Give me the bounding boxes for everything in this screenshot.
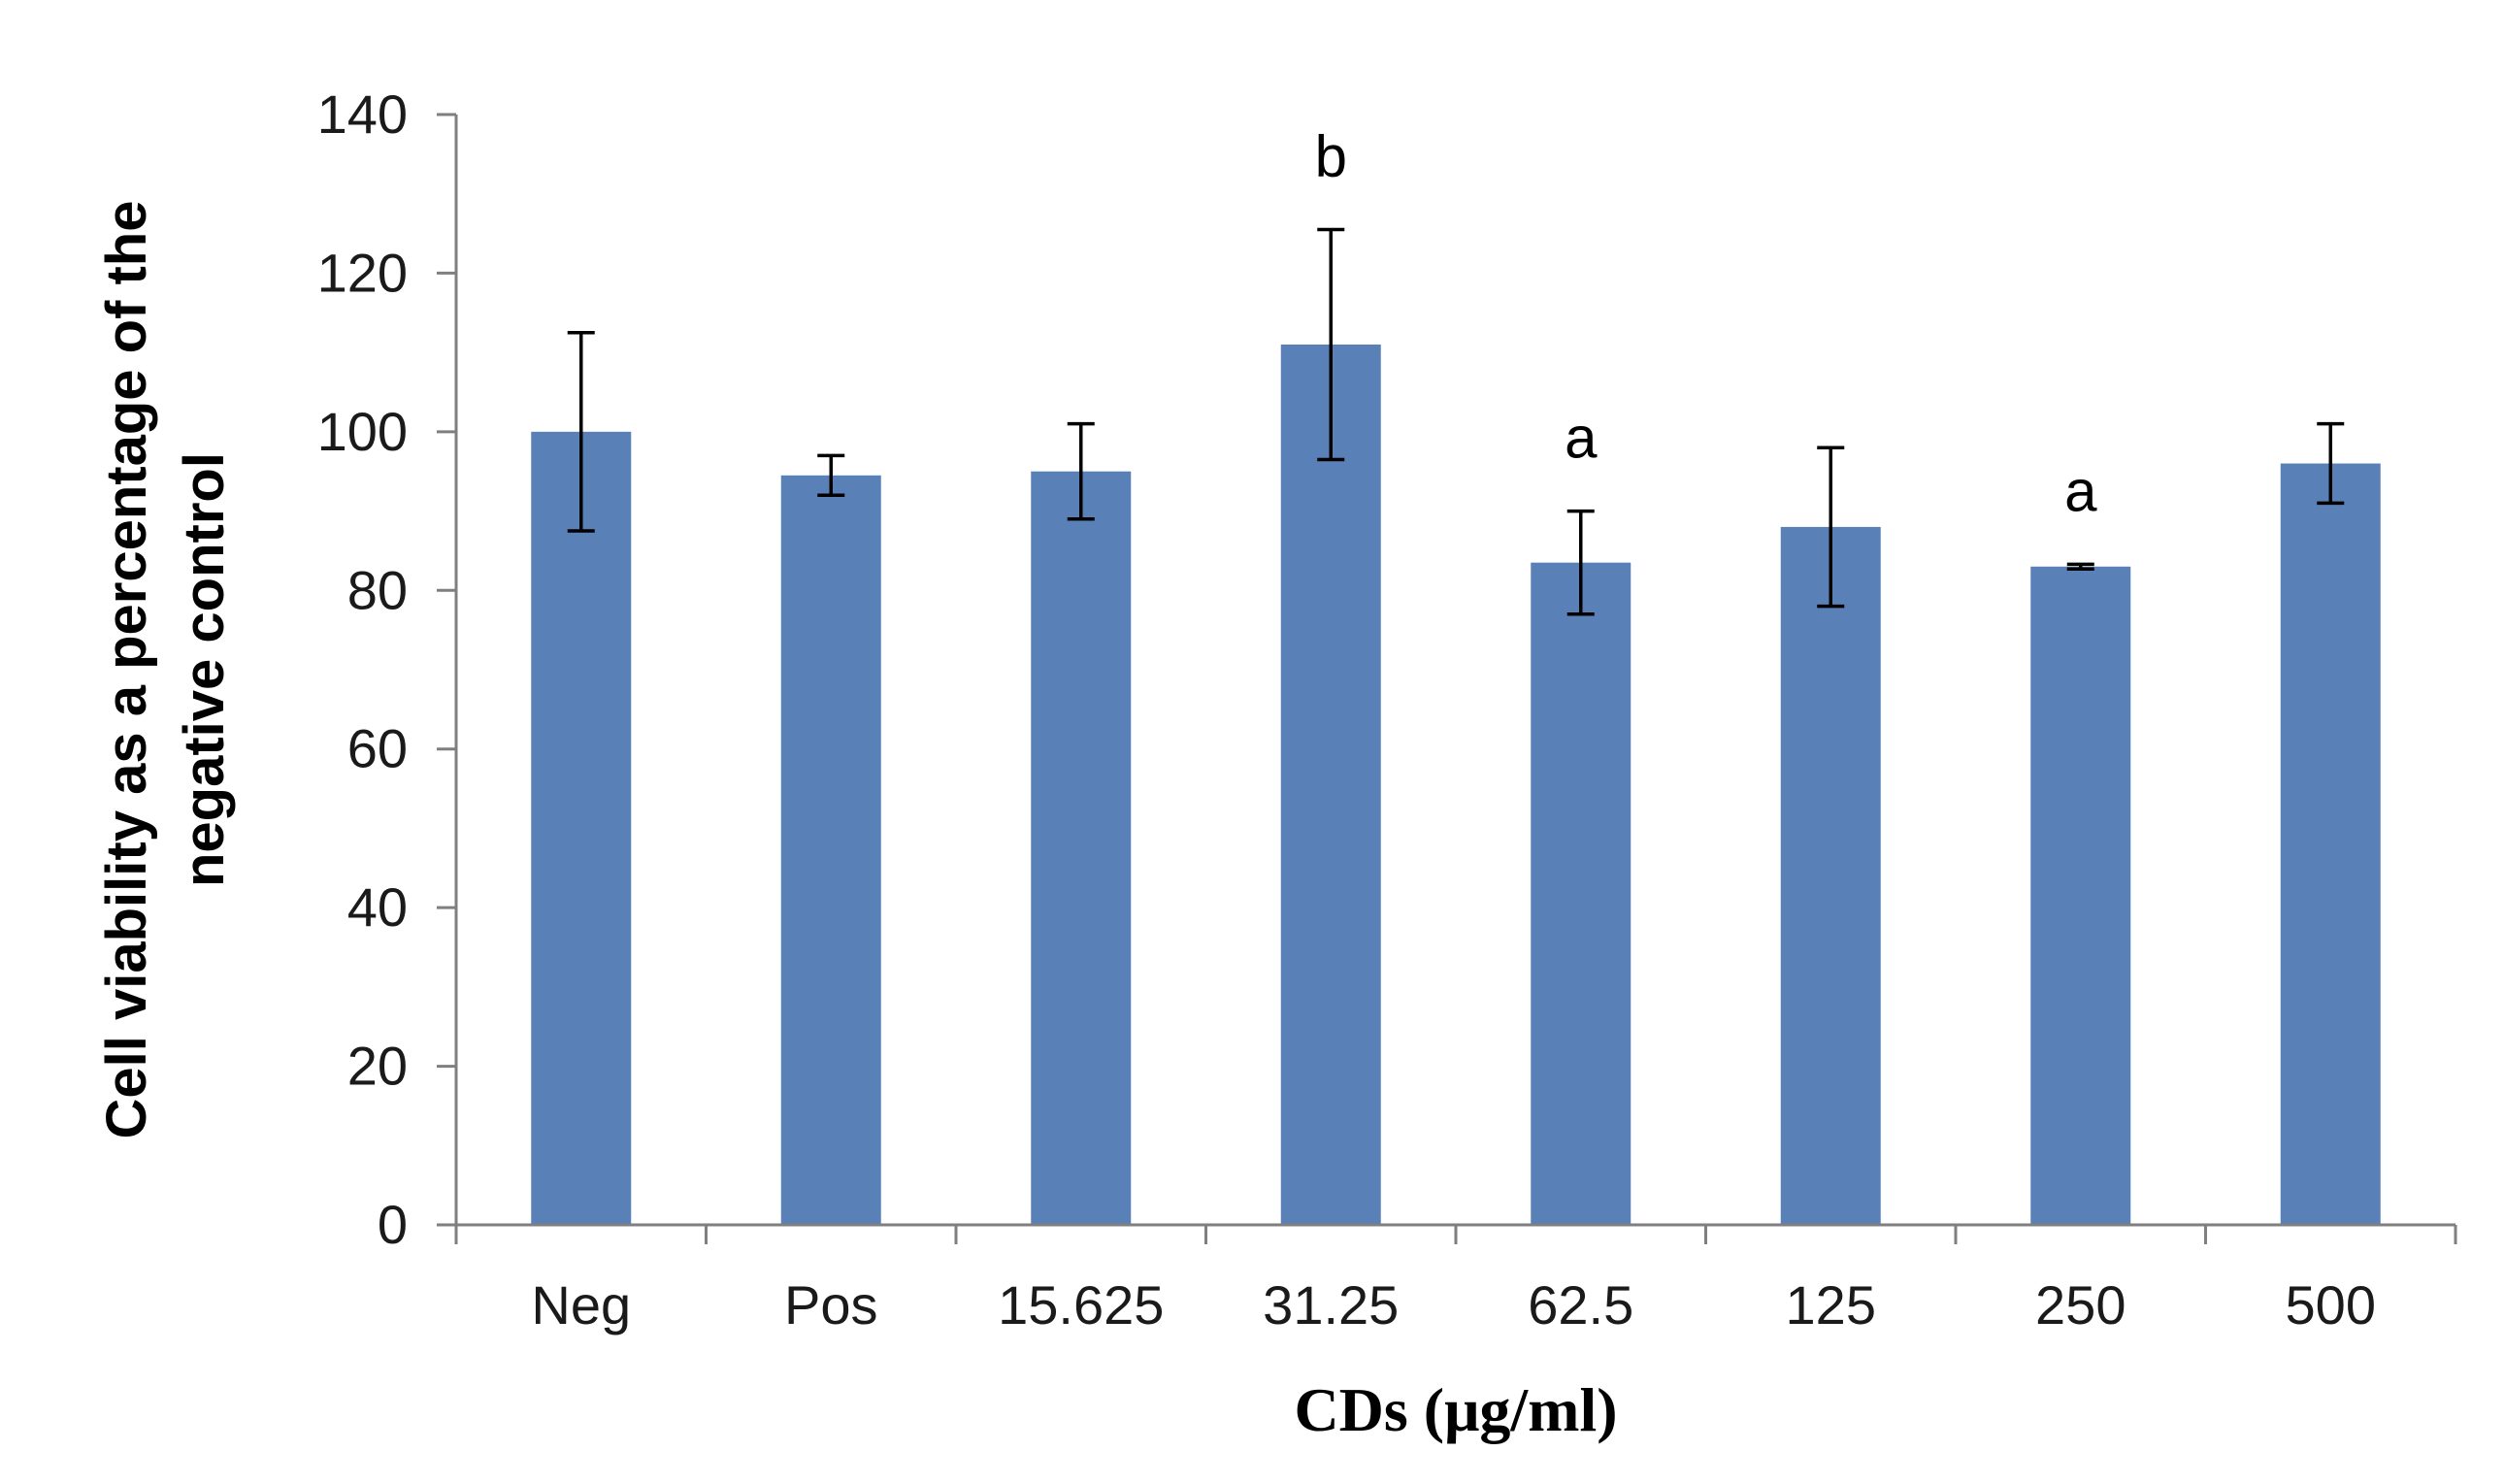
error-bar-125 <box>1817 445 1845 609</box>
error-bar-Neg <box>567 330 595 533</box>
x-tick-label: Neg <box>531 1274 631 1336</box>
error-bar-15.625 <box>1067 421 1095 521</box>
bar-31.25 <box>1280 344 1381 1225</box>
error-bar-Pos <box>817 453 845 497</box>
significance-annotations: b a a <box>1315 123 2098 523</box>
error-bar-31.25 <box>1317 227 1345 462</box>
y-tick-label: 40 <box>347 876 408 938</box>
y-axis-title: Cell viability as a percentage of the neg… <box>95 201 236 1139</box>
x-tick-label: 250 <box>2035 1274 2126 1336</box>
x-tick-label: 62.5 <box>1528 1274 1633 1336</box>
y-axis-ticks: 0 20 40 60 80 100 120 140 <box>317 83 456 1255</box>
bar-500 <box>2280 463 2381 1225</box>
bars-group <box>531 344 2381 1225</box>
significance-label: b <box>1315 123 1347 188</box>
y-tick-label: 140 <box>317 83 408 145</box>
y-tick-label: 20 <box>347 1036 408 1097</box>
bar-62.5 <box>1531 562 1632 1225</box>
y-tick-label: 0 <box>378 1194 408 1255</box>
y-axis-title-line: negative control <box>173 452 236 887</box>
error-bar-500 <box>2317 421 2345 506</box>
bar-Neg <box>531 431 632 1225</box>
x-tick-label: Pos <box>784 1274 878 1336</box>
x-tick-label: 31.25 <box>1263 1274 1399 1336</box>
x-tick-label: 500 <box>2286 1274 2376 1336</box>
axes-group <box>454 115 2456 1227</box>
x-tick-label: 125 <box>1786 1274 1876 1336</box>
y-tick-label: 120 <box>317 242 408 303</box>
y-tick-label: 60 <box>347 718 408 779</box>
x-axis-title: CDs (μg/ml) <box>1294 1375 1617 1444</box>
bar-125 <box>1780 526 1881 1225</box>
error-bar-250 <box>2066 562 2094 571</box>
bar-Pos <box>780 475 881 1225</box>
x-tick-label: 15.625 <box>998 1274 1164 1336</box>
y-tick-label: 100 <box>317 401 408 462</box>
error-bar-62.5 <box>1566 509 1595 616</box>
bar-15.625 <box>1031 471 1132 1225</box>
bar-250 <box>2030 566 2131 1225</box>
x-axis-ticks: Neg Pos 15.625 31.25 62.5 125 250 500 <box>454 1225 2457 1336</box>
significance-label: a <box>1565 406 1598 471</box>
significance-label: a <box>2064 458 2097 523</box>
y-tick-label: 80 <box>347 559 408 620</box>
y-axis-title-line: Cell viability as a percentage of the <box>95 201 158 1139</box>
error-bars-group <box>567 227 2345 616</box>
